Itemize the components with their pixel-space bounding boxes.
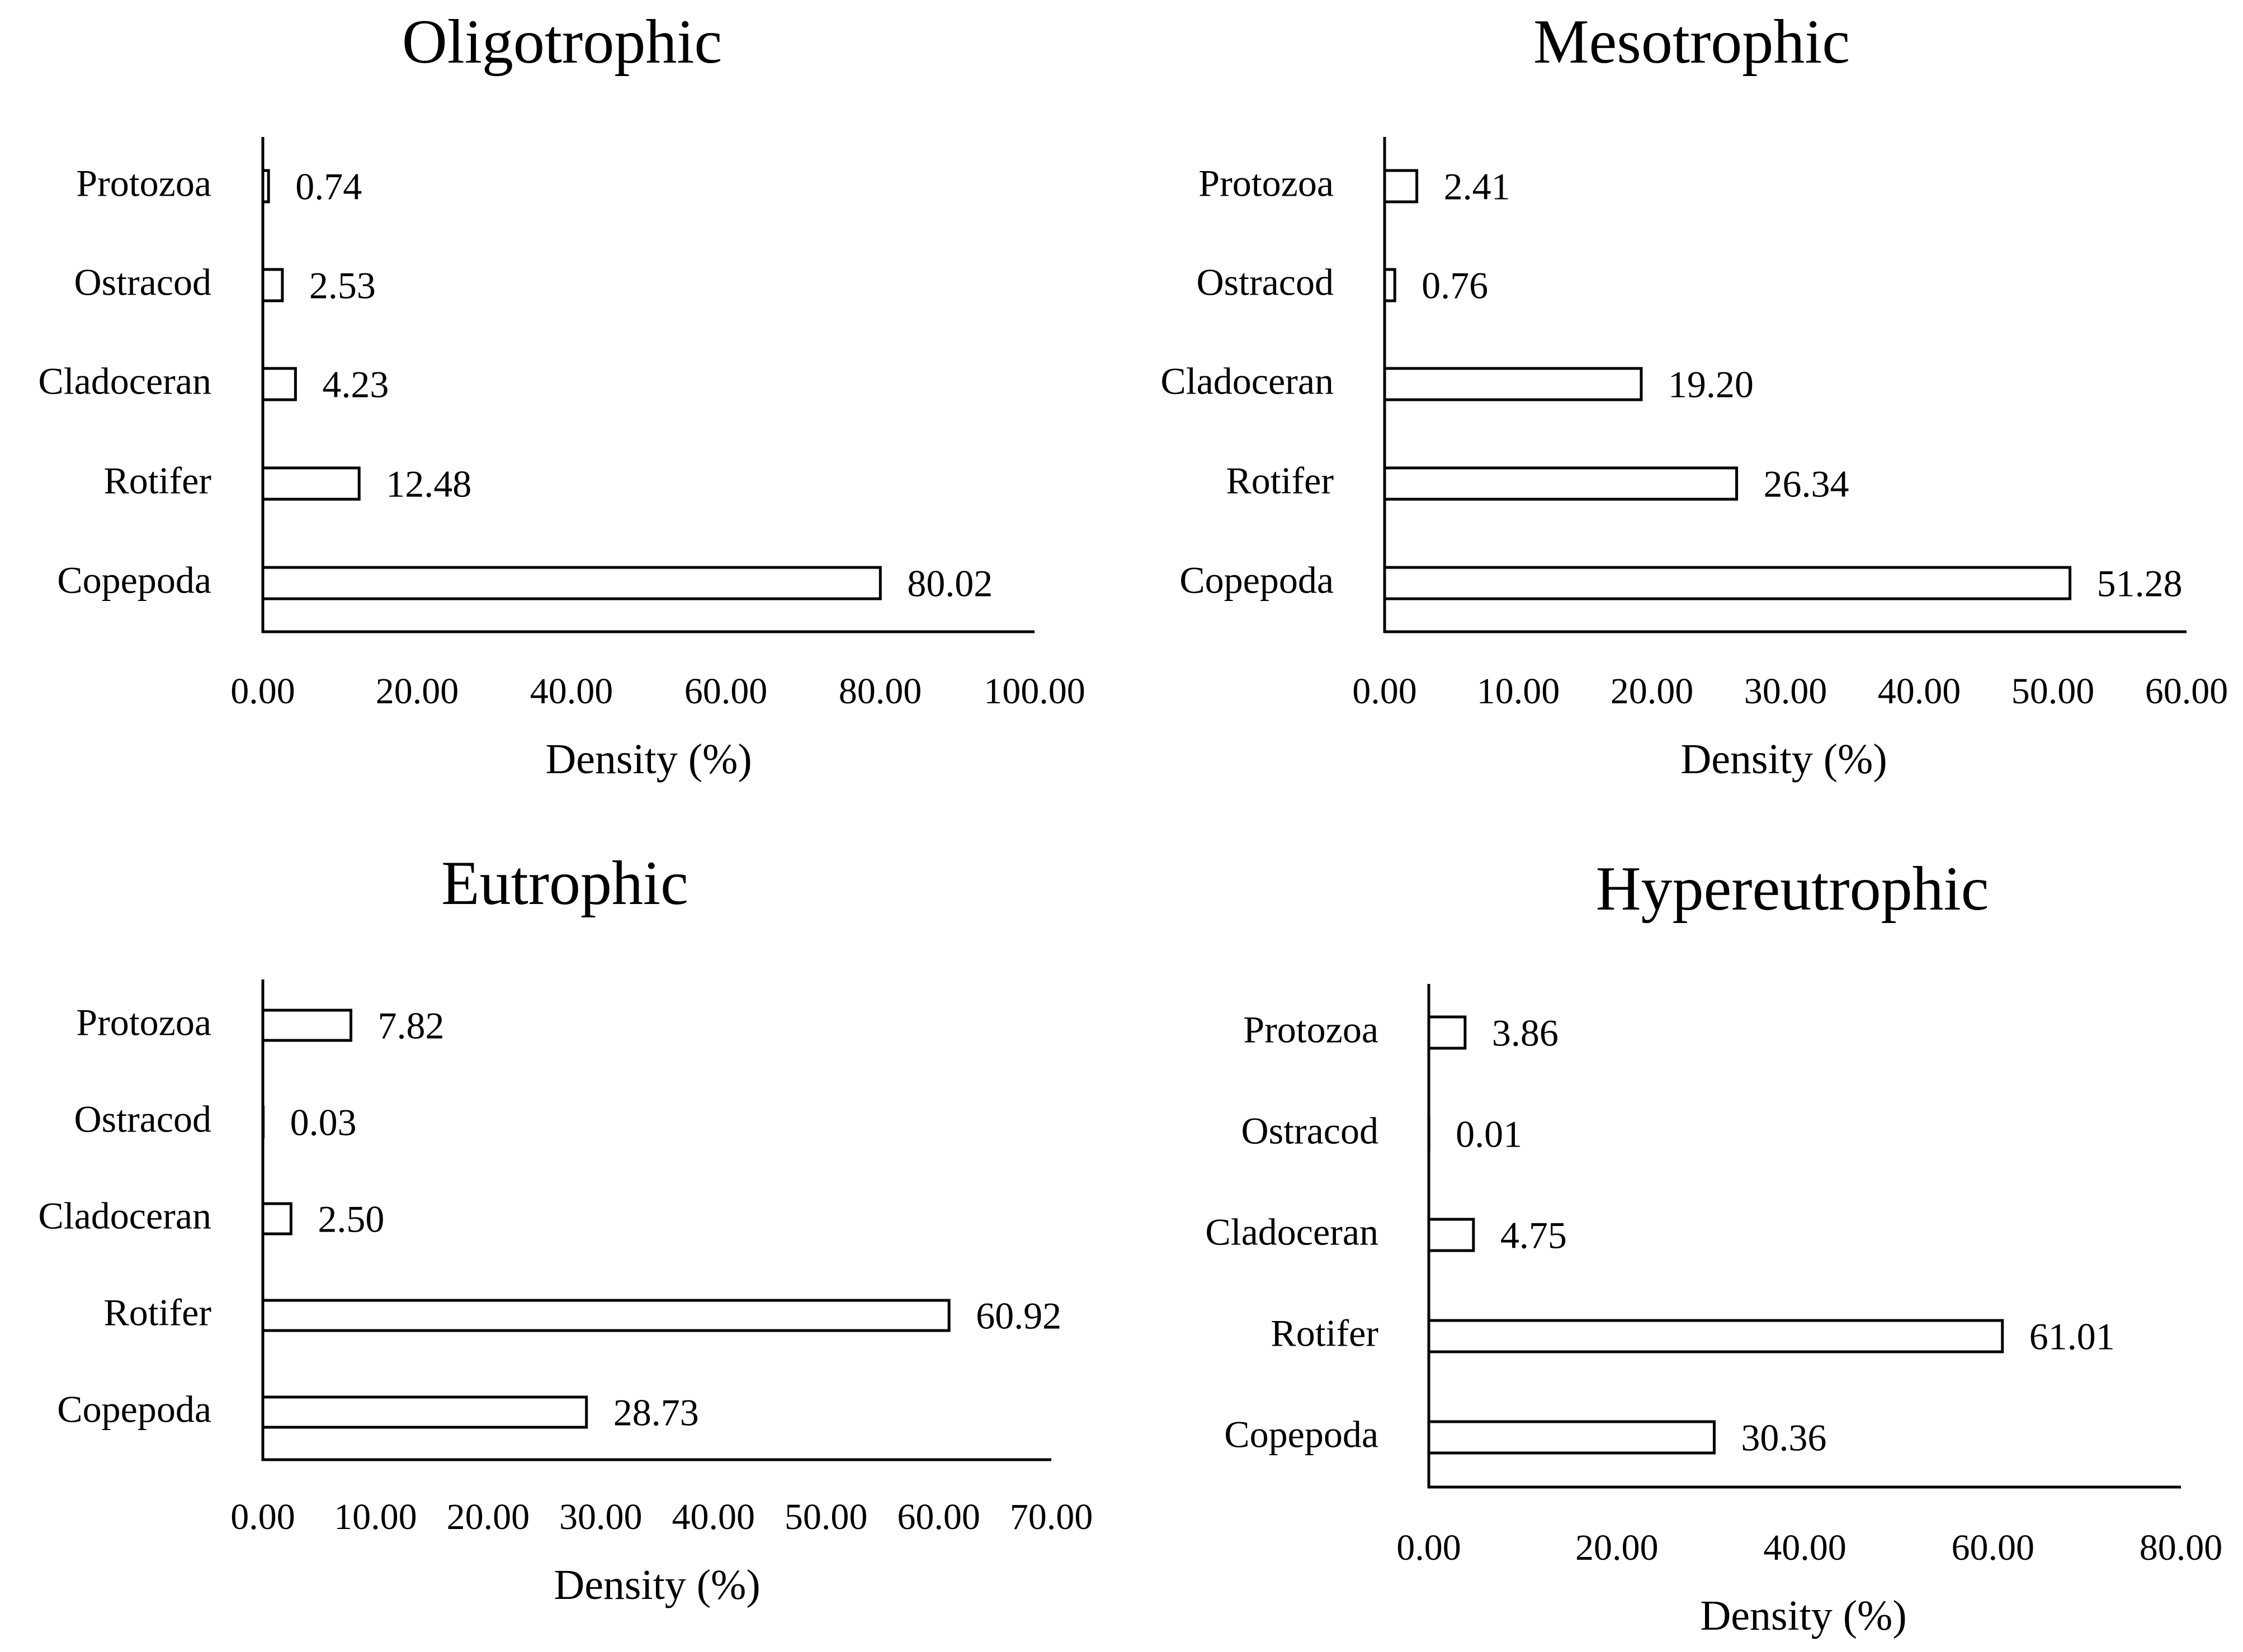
category-label-copepoda: Copepoda: [1179, 559, 1334, 602]
x-tick-label: 70.00: [1010, 1497, 1093, 1537]
bar-rotifer: [1427, 1319, 2004, 1353]
value-label-protozoa: 0.74: [295, 165, 362, 208]
chart-panel-eutrophic: Eutrophic Protozoa 7.82 Ostracod 0.03 Cladoce…: [38, 849, 1093, 1608]
x-tick-label: 80.00: [839, 671, 922, 712]
value-label-protozoa: 2.41: [1444, 165, 1510, 208]
category-label-rotifer: Rotifer: [1226, 460, 1334, 502]
category-label-protozoa: Protozoa: [76, 162, 211, 205]
x-tick-label: 20.00: [1611, 671, 1694, 712]
bar-ostracod: [261, 268, 284, 302]
value-label-ostracod: 0.76: [1422, 264, 1488, 307]
x-tick-label: 50.00: [785, 1497, 868, 1537]
x-tick-label: 60.00: [1952, 1527, 2035, 1568]
value-label-protozoa: 3.86: [1492, 1012, 1559, 1054]
category-label-protozoa: Protozoa: [1243, 1009, 1378, 1051]
chart-panel-hypereutrophic: Hypereutrophic Protozoa 3.86 Ostracod 0.01 Cl…: [1205, 854, 2222, 1639]
x-tick-label: 60.00: [897, 1497, 980, 1537]
x-tick-label: 10.00: [1477, 671, 1560, 712]
x-axis-label: Density (%): [554, 1561, 760, 1608]
category-label-ostracod: Ostracod: [1241, 1110, 1378, 1152]
bar-rotifer: [1383, 466, 1739, 501]
value-label-ostracod: 0.03: [290, 1101, 357, 1144]
x-tick-label: 40.00: [1763, 1527, 1847, 1568]
bar-copepoda: [261, 1395, 588, 1429]
value-label-rotifer: 60.92: [976, 1295, 1061, 1337]
category-label-cladoceran: Cladoceran: [1160, 360, 1334, 403]
bar-rotifer: [261, 1299, 951, 1332]
x-tick-label: 40.00: [530, 671, 613, 712]
x-tick-label: 80.00: [2140, 1527, 2223, 1568]
value-label-ostracod: 0.01: [1456, 1113, 1522, 1156]
x-tick-label: 0.00: [1396, 1527, 1461, 1568]
category-label-rotifer: Rotifer: [103, 1291, 211, 1334]
bar-cladoceran: [261, 1202, 292, 1236]
x-tick-label: 30.00: [1744, 671, 1828, 712]
x-tick-label: 60.00: [2145, 671, 2228, 712]
value-label-cladoceran: 4.75: [1500, 1214, 1567, 1257]
bar-copepoda: [1427, 1420, 1716, 1455]
category-label-cladoceran: Cladoceran: [38, 360, 211, 403]
category-label-ostracod: Ostracod: [74, 261, 211, 304]
value-label-copepoda: 80.02: [907, 562, 993, 605]
chart-title: Hypereutrophic: [1596, 854, 1989, 924]
bar-cladoceran: [1427, 1218, 1475, 1252]
bar-protozoa: [1383, 169, 1419, 203]
value-label-copepoda: 30.36: [1741, 1417, 1826, 1459]
bar-cladoceran: [261, 367, 297, 401]
bar-copepoda: [261, 566, 882, 600]
category-label-ostracod: Ostracod: [74, 1098, 211, 1140]
value-label-copepoda: 51.28: [2097, 562, 2183, 605]
x-tick-label: 20.00: [376, 671, 459, 712]
category-label-cladoceran: Cladoceran: [38, 1195, 211, 1237]
x-tick-label: 40.00: [1878, 671, 1961, 712]
value-label-copepoda: 28.73: [613, 1391, 699, 1434]
bar-ostracod: [1383, 268, 1396, 302]
value-label-rotifer: 12.48: [386, 463, 471, 505]
bar-protozoa: [1427, 1015, 1467, 1050]
category-label-rotifer: Rotifer: [103, 460, 211, 502]
x-tick-label: 0.00: [230, 671, 295, 712]
x-tick-label: 20.00: [1575, 1527, 1659, 1568]
bar-cladoceran: [1383, 367, 1643, 401]
category-label-copepoda: Copepoda: [57, 1388, 211, 1431]
value-label-protozoa: 7.82: [378, 1005, 445, 1047]
x-tick-label: 50.00: [2011, 671, 2095, 712]
category-label-protozoa: Protozoa: [76, 1001, 211, 1044]
category-label-copepoda: Copepoda: [57, 559, 211, 602]
category-label-protozoa: Protozoa: [1198, 162, 1334, 205]
bar-rotifer: [261, 466, 361, 501]
chart-title: Mesotrophic: [1533, 7, 1850, 77]
chart-panel-oligotrophic: Oligotrophic Protozoa 0.74 Ostracod 2.53 Clad…: [38, 7, 1085, 783]
value-label-cladoceran: 4.23: [322, 363, 389, 406]
x-axis-label: Density (%): [1700, 1592, 1906, 1639]
x-tick-label: 20.00: [447, 1497, 530, 1537]
value-label-ostracod: 2.53: [309, 264, 376, 307]
x-tick-label: 40.00: [672, 1497, 755, 1537]
chart-panel-mesotrophic: Mesotrophic Protozoa 2.41 Ostracod 0.76 Clado…: [1160, 7, 2228, 783]
value-label-rotifer: 26.34: [1764, 463, 1849, 505]
value-label-cladoceran: 19.20: [1668, 363, 1754, 406]
x-axis-label: Density (%): [545, 736, 752, 783]
bar-protozoa: [261, 169, 270, 203]
value-label-rotifer: 61.01: [2029, 1315, 2115, 1358]
x-tick-label: 60.00: [684, 671, 768, 712]
bar-protozoa: [261, 1009, 353, 1042]
category-label-rotifer: Rotifer: [1271, 1312, 1378, 1355]
category-label-copepoda: Copepoda: [1224, 1413, 1378, 1456]
x-axis-label: Density (%): [1680, 736, 1887, 783]
x-tick-label: 0.00: [1352, 671, 1417, 712]
chart-title: Oligotrophic: [402, 7, 722, 77]
category-label-ostracod: Ostracod: [1197, 261, 1334, 304]
x-tick-label: 10.00: [334, 1497, 417, 1537]
bar-copepoda: [1383, 566, 2072, 600]
x-tick-label: 100.00: [984, 671, 1085, 712]
category-label-cladoceran: Cladoceran: [1205, 1211, 1378, 1253]
value-label-cladoceran: 2.50: [318, 1198, 384, 1241]
x-tick-label: 0.00: [230, 1497, 295, 1537]
x-tick-label: 30.00: [559, 1497, 643, 1537]
chart-title: Eutrophic: [441, 849, 688, 918]
